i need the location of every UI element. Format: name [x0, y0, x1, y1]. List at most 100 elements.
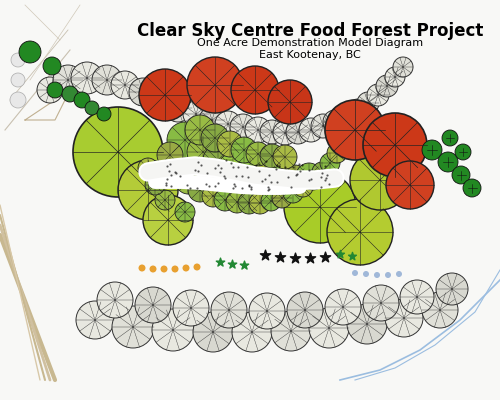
Circle shape: [320, 153, 340, 173]
Circle shape: [43, 57, 61, 75]
Circle shape: [217, 131, 243, 157]
Circle shape: [436, 273, 468, 305]
Circle shape: [214, 189, 236, 211]
Circle shape: [218, 153, 248, 183]
Circle shape: [152, 309, 194, 351]
Circle shape: [146, 86, 174, 114]
Circle shape: [226, 191, 248, 213]
Circle shape: [203, 145, 233, 175]
Circle shape: [155, 190, 175, 210]
Circle shape: [160, 266, 168, 272]
Circle shape: [299, 118, 323, 142]
Circle shape: [112, 306, 154, 348]
Circle shape: [138, 264, 145, 272]
Point: [348, 253, 356, 259]
Circle shape: [325, 100, 385, 160]
Circle shape: [19, 41, 41, 63]
Circle shape: [374, 272, 380, 278]
Circle shape: [282, 165, 308, 191]
Point: [276, 254, 284, 260]
Circle shape: [76, 301, 114, 339]
Circle shape: [172, 266, 178, 272]
Circle shape: [183, 101, 209, 127]
Circle shape: [97, 282, 133, 318]
Circle shape: [194, 264, 200, 270]
Circle shape: [303, 170, 323, 190]
Circle shape: [138, 158, 158, 178]
Circle shape: [150, 266, 156, 272]
Circle shape: [145, 175, 165, 195]
Circle shape: [323, 110, 347, 134]
Point: [336, 251, 344, 257]
Circle shape: [400, 280, 434, 314]
Circle shape: [347, 99, 369, 121]
Circle shape: [293, 177, 313, 197]
Circle shape: [273, 121, 297, 145]
Circle shape: [327, 143, 347, 163]
Circle shape: [193, 312, 233, 352]
Circle shape: [352, 270, 358, 276]
Text: Clear Sky Centre Food Forest Project: Clear Sky Centre Food Forest Project: [137, 22, 483, 40]
Circle shape: [232, 312, 272, 352]
Circle shape: [455, 144, 471, 160]
Point: [228, 261, 236, 267]
Circle shape: [164, 94, 192, 122]
Circle shape: [268, 80, 312, 124]
Circle shape: [157, 142, 183, 168]
Circle shape: [422, 140, 442, 160]
Circle shape: [393, 57, 413, 77]
Circle shape: [231, 66, 279, 114]
Circle shape: [463, 179, 481, 197]
Circle shape: [385, 67, 405, 87]
Circle shape: [284, 171, 356, 243]
Point: [216, 259, 224, 265]
Circle shape: [11, 73, 25, 87]
Circle shape: [335, 104, 359, 128]
Point: [261, 252, 269, 258]
Circle shape: [230, 114, 256, 140]
Circle shape: [111, 71, 139, 99]
Circle shape: [11, 53, 25, 67]
Point: [306, 255, 314, 261]
Circle shape: [367, 84, 389, 106]
Circle shape: [363, 271, 369, 277]
Circle shape: [422, 292, 458, 328]
Circle shape: [363, 113, 427, 177]
Circle shape: [92, 65, 122, 95]
Circle shape: [363, 285, 399, 321]
Circle shape: [357, 92, 379, 114]
Circle shape: [271, 311, 311, 351]
Circle shape: [139, 69, 191, 121]
Circle shape: [385, 299, 423, 337]
Circle shape: [202, 185, 224, 207]
Circle shape: [211, 292, 247, 328]
Circle shape: [53, 65, 83, 95]
Text: East Kootenay, BC: East Kootenay, BC: [259, 50, 361, 60]
Circle shape: [175, 202, 195, 222]
Circle shape: [287, 292, 323, 328]
Circle shape: [286, 120, 310, 144]
Circle shape: [231, 137, 257, 163]
Circle shape: [350, 150, 410, 210]
Circle shape: [312, 162, 332, 182]
Circle shape: [118, 160, 178, 220]
Circle shape: [249, 293, 285, 329]
Circle shape: [173, 290, 209, 326]
Circle shape: [296, 163, 322, 189]
Circle shape: [182, 264, 190, 272]
Circle shape: [261, 191, 281, 211]
Circle shape: [251, 162, 279, 190]
Circle shape: [386, 161, 434, 209]
Circle shape: [325, 289, 361, 325]
Circle shape: [347, 304, 387, 344]
Text: One Acre Demonstration Model Diagram: One Acre Demonstration Model Diagram: [197, 38, 423, 48]
Circle shape: [215, 111, 241, 137]
Circle shape: [163, 160, 187, 184]
Circle shape: [167, 122, 203, 158]
Circle shape: [249, 192, 271, 214]
Circle shape: [273, 145, 297, 169]
Circle shape: [396, 271, 402, 277]
Circle shape: [97, 107, 111, 121]
Circle shape: [327, 199, 393, 265]
Circle shape: [201, 124, 229, 152]
